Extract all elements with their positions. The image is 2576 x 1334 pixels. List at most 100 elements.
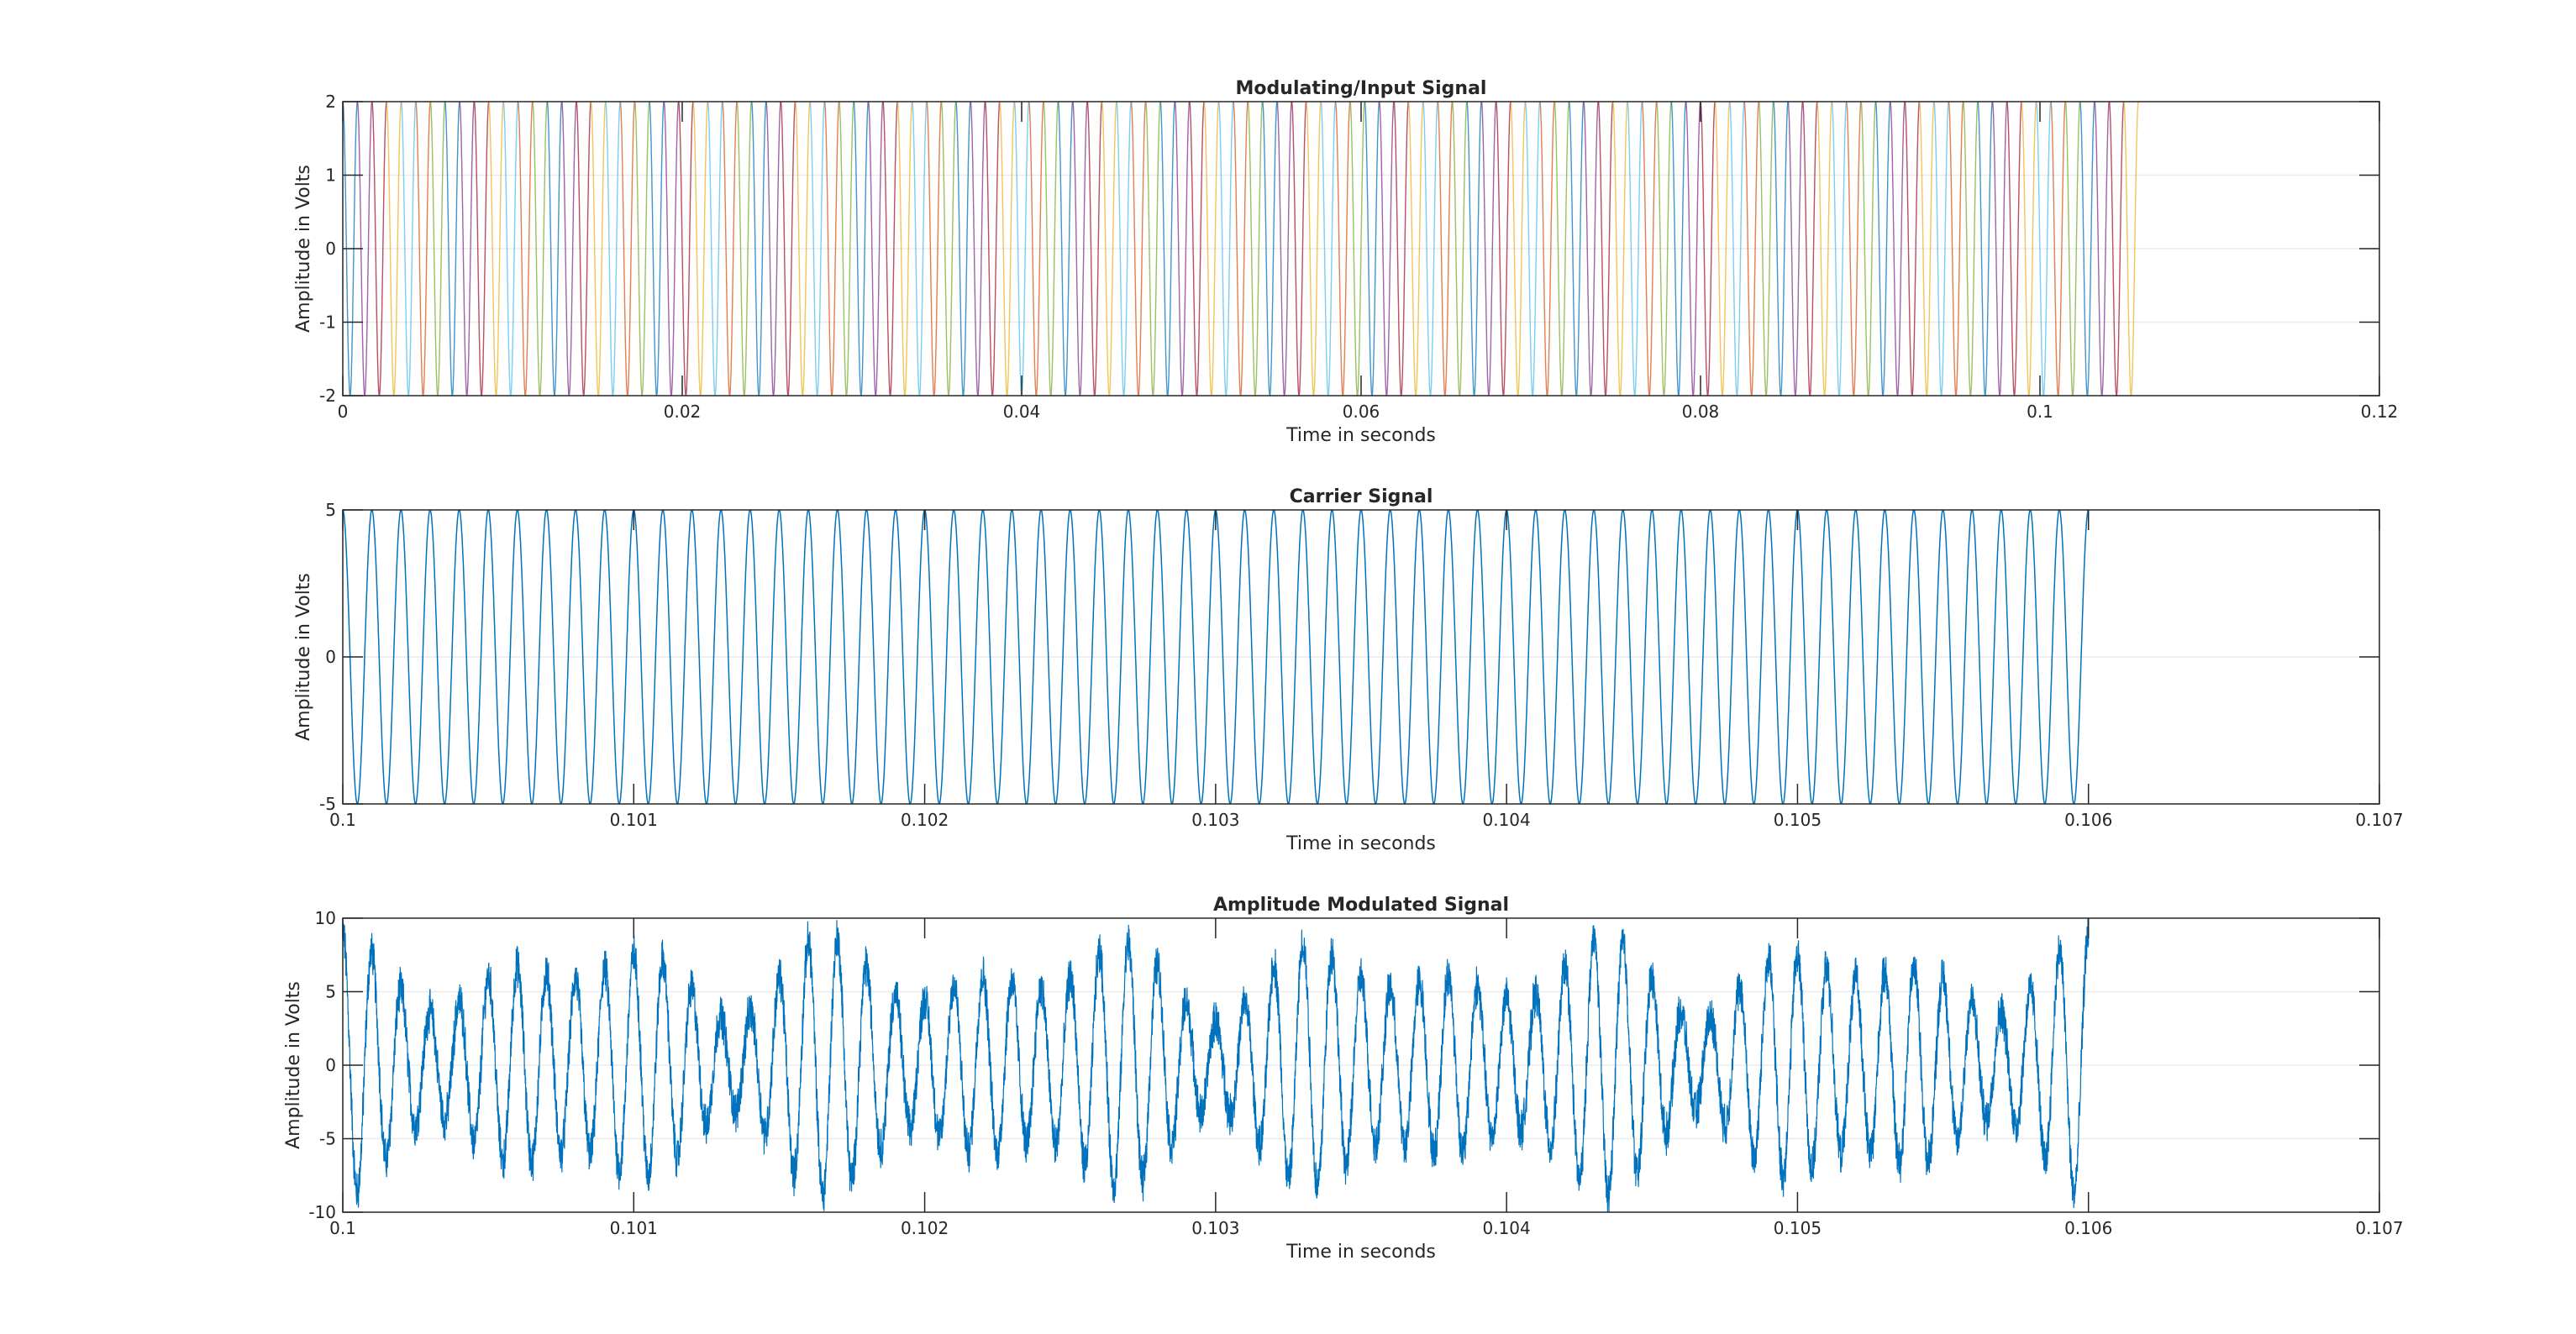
chart-title: Amplitude Modulated Signal xyxy=(1213,895,1509,916)
x-tick-label: 0.02 xyxy=(664,402,702,422)
series-line xyxy=(532,102,548,396)
x-tick-label: 0.106 xyxy=(2064,810,2112,830)
series-line xyxy=(1028,102,1044,396)
y-tick-label: -5 xyxy=(319,1129,336,1149)
series-line xyxy=(940,102,957,396)
series-line xyxy=(1496,102,1511,396)
series-line xyxy=(736,102,753,396)
x-tick-label: 0.1 xyxy=(329,810,356,830)
x-tick-label: 0.101 xyxy=(610,1218,658,1238)
series-line xyxy=(2094,102,2111,396)
y-axis-label: Amplitude in Volts xyxy=(283,981,304,1149)
series-line xyxy=(795,102,811,396)
series-line xyxy=(502,102,519,396)
series-line xyxy=(1597,102,1614,396)
series-line xyxy=(343,918,2090,1212)
series-line xyxy=(1860,102,1876,396)
series-line xyxy=(1393,102,1409,396)
y-tick-label: 0 xyxy=(325,239,336,259)
series-line xyxy=(999,102,1015,396)
y-tick-label: 1 xyxy=(325,165,336,186)
series-line xyxy=(1991,102,2008,396)
series-line xyxy=(1904,102,1921,396)
x-tick-label: 0.08 xyxy=(1682,402,1720,422)
series-line xyxy=(1130,102,1147,396)
carrier-signal-axes: Carrier Signal Time in seconds Amplitude… xyxy=(293,486,2404,854)
series-line xyxy=(1670,102,1687,396)
series-line xyxy=(1072,102,1088,396)
series-line xyxy=(707,102,723,396)
x-tick-label: 0.101 xyxy=(610,810,658,830)
series-line xyxy=(1101,102,1117,396)
y-tick-label: 5 xyxy=(325,500,336,520)
y-tick-label: 2 xyxy=(325,92,336,112)
y-tick-label: -10 xyxy=(308,1202,336,1222)
series-line xyxy=(605,102,621,396)
series-line xyxy=(1627,102,1643,396)
x-tick-label: 0.105 xyxy=(1774,1218,1822,1238)
chart-title: Carrier Signal xyxy=(1290,486,1433,507)
series-line xyxy=(2123,102,2139,396)
y-tick-label: 0 xyxy=(325,1055,336,1075)
x-tick-label: 0 xyxy=(338,402,349,422)
x-tick-label: 0.107 xyxy=(2355,810,2403,830)
series-line xyxy=(400,102,417,396)
series-line xyxy=(1933,102,1949,396)
am-signal-axes: Amplitude Modulated Signal Time in secon… xyxy=(283,895,2404,1263)
series-line xyxy=(343,102,358,396)
x-tick-label: 0.1 xyxy=(2027,402,2053,422)
series-line xyxy=(1700,102,1716,396)
series-line xyxy=(1524,102,1541,396)
x-axis-label: Time in seconds xyxy=(1285,833,1436,854)
y-tick-label: 0 xyxy=(325,647,336,667)
series-line xyxy=(2035,102,2052,396)
x-tick-label: 0.107 xyxy=(2355,1218,2403,1238)
series-line xyxy=(970,102,986,396)
series-line xyxy=(1306,102,1322,396)
series-line xyxy=(473,102,490,396)
x-tick-label: 0.105 xyxy=(1774,810,1822,830)
series-line xyxy=(926,102,943,396)
series-line xyxy=(1539,102,1555,396)
x-tick-label: 0.06 xyxy=(1343,402,1380,422)
x-tick-label: 0.104 xyxy=(1483,1218,1531,1238)
series-line xyxy=(1159,102,1175,396)
y-tick-label: 10 xyxy=(315,908,336,928)
chart-title: Modulating/Input Signal xyxy=(1236,78,1487,99)
series-line xyxy=(765,102,781,396)
y-axis-label: Amplitude in Volts xyxy=(293,573,314,741)
series-line xyxy=(1233,102,1249,396)
x-tick-label: 0.1 xyxy=(329,1218,356,1238)
series-line xyxy=(1729,102,1745,396)
series-line xyxy=(1262,102,1278,396)
y-tick-label: -5 xyxy=(319,794,336,814)
x-axis-label: Time in seconds xyxy=(1285,425,1436,446)
y-tick-label: -2 xyxy=(319,386,336,406)
modulating-signal-axes: Modulating/Input Signal Time in seconds … xyxy=(293,78,2398,446)
series-line xyxy=(1963,102,1979,396)
series-line xyxy=(1758,102,1774,396)
series-line xyxy=(429,102,446,396)
series-line xyxy=(1364,102,1380,396)
series-line xyxy=(1437,102,1454,396)
x-tick-label: 0.102 xyxy=(901,810,949,830)
x-tick-label: 0.103 xyxy=(1191,810,1239,830)
series-line xyxy=(2064,102,2081,396)
series-line xyxy=(663,102,680,396)
y-tick-label: -1 xyxy=(319,312,336,333)
series-line xyxy=(896,102,913,396)
x-tick-label: 0.12 xyxy=(2361,402,2399,422)
y-axis-label: Amplitude in Volts xyxy=(293,165,314,333)
x-tick-label: 0.104 xyxy=(1483,810,1531,830)
x-tick-label: 0.102 xyxy=(901,1218,949,1238)
y-tick-label: 5 xyxy=(325,982,336,1002)
series-line xyxy=(1831,102,1848,396)
x-tick-label: 0.04 xyxy=(1003,402,1041,422)
x-axis-label: Time in seconds xyxy=(1285,1242,1436,1263)
series-line xyxy=(633,102,650,396)
series-line xyxy=(1801,102,1818,396)
series-line xyxy=(839,102,854,396)
x-tick-label: 0.106 xyxy=(2064,1218,2112,1238)
series-line xyxy=(371,102,387,396)
